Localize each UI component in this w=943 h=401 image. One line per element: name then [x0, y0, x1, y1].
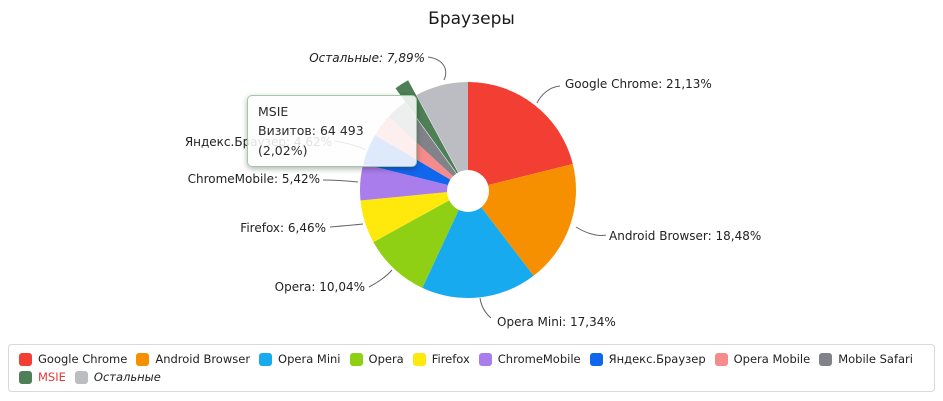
- legend-item-label: Opera: [368, 352, 404, 366]
- legend-item-label: Opera Mini: [278, 352, 341, 366]
- legend-item-label: Opera Mobile: [733, 352, 811, 366]
- legend-item-label: MSIE: [38, 370, 66, 384]
- legend-row-1: Google Chrome Android Browser Opera Mini Op…: [19, 352, 924, 366]
- legend-item-label: ChromeMobile: [497, 352, 581, 366]
- legend-item-label: Android Browser: [155, 352, 251, 366]
- legend-swatch-icon: [589, 352, 603, 366]
- legend-swatch-icon: [19, 352, 32, 366]
- legend-swatch-icon: [74, 370, 88, 384]
- pie-slice-остальные[interactable]: [416, 81, 468, 190]
- legend-row-2: MSIE Остальные: [19, 370, 924, 384]
- legend-swatch-icon: [819, 352, 833, 366]
- legend-item-android-browser[interactable]: Android Browser: [136, 352, 250, 366]
- callout-label-firefox: Firefox: 6,46%: [240, 221, 326, 235]
- legend-item-остальные[interactable]: Остальные: [74, 370, 161, 384]
- callout-line: [427, 56, 447, 81]
- legend-swatch-icon: [19, 370, 32, 384]
- legend-item-msie[interactable]: MSIE: [19, 370, 66, 384]
- legend-item-google-chrome[interactable]: Google Chrome: [19, 352, 127, 366]
- legend-swatch-icon: [714, 352, 728, 366]
- legend-swatch-icon: [136, 352, 150, 366]
- legend-item-mobile-safari[interactable]: Mobile Safari: [819, 352, 913, 366]
- callout-line: [322, 179, 359, 183]
- legend-item-opera-mini[interactable]: Opera Mini: [259, 352, 341, 366]
- callout-label-chromemobile: ChromeMobile: 5,42%: [187, 172, 320, 186]
- legend-item-opera-mobile[interactable]: Opera Mobile: [714, 352, 811, 366]
- chart-title: Браузеры: [428, 9, 515, 29]
- callout-line: [575, 226, 607, 236]
- callout-label-ostalnye: Остальные: 7,89%: [309, 51, 425, 65]
- legend-item-chromemobile[interactable]: ChromeMobile: [478, 352, 581, 366]
- callout-label-opera: Opera: 10,04%: [274, 280, 365, 294]
- tooltip-title: MSIE: [258, 104, 289, 119]
- legend-swatch-icon: [349, 352, 363, 366]
- legend-item-label: Mobile Safari: [838, 352, 913, 366]
- callout-label-google-chrome: Google Chrome: 21,13%: [565, 77, 712, 91]
- callout-line: [368, 269, 393, 288]
- legend-item-label: Firefox: [431, 352, 470, 366]
- legend-item-opera[interactable]: Opera: [349, 352, 404, 366]
- legend-swatch-icon: [412, 352, 426, 366]
- pie-slice-firefox[interactable]: [360, 190, 469, 243]
- callout-label-opera-mini: Opera Mini: 17,34%: [497, 315, 616, 329]
- pie-slice-google-chrome[interactable]: [468, 82, 573, 190]
- callout-line: [479, 297, 492, 319]
- pie-slice-chromemobile[interactable]: [359, 164, 468, 201]
- pie-slice-opera-mini[interactable]: [422, 190, 534, 299]
- legend-item-label: Google Chrome: [38, 352, 128, 366]
- legend-swatch-icon: [478, 352, 492, 366]
- legend-swatch-icon: [259, 352, 273, 366]
- callout-label-android-browser: Android Browser: 18,48%: [609, 229, 762, 243]
- legend-item-яндекс-браузер[interactable]: Яндекс.Браузер: [589, 352, 706, 366]
- legend-item-label: Яндекс.Браузер: [608, 352, 706, 366]
- callout-line: [536, 85, 561, 104]
- callout-line: [329, 223, 364, 228]
- tooltip: MSIE Визитов: 64 493 (2,02%): [247, 95, 417, 168]
- legend: Google Chrome Android Browser Opera Mini Op…: [8, 344, 935, 392]
- donut-hole: [447, 170, 489, 212]
- legend-item-label: Остальные: [93, 370, 161, 384]
- tooltip-body: Визитов: 64 493 (2,02%): [258, 123, 364, 158]
- pie-slice-android-browser[interactable]: [468, 164, 576, 276]
- pie-slice-opera[interactable]: [373, 190, 468, 288]
- legend-item-firefox[interactable]: Firefox: [412, 352, 470, 366]
